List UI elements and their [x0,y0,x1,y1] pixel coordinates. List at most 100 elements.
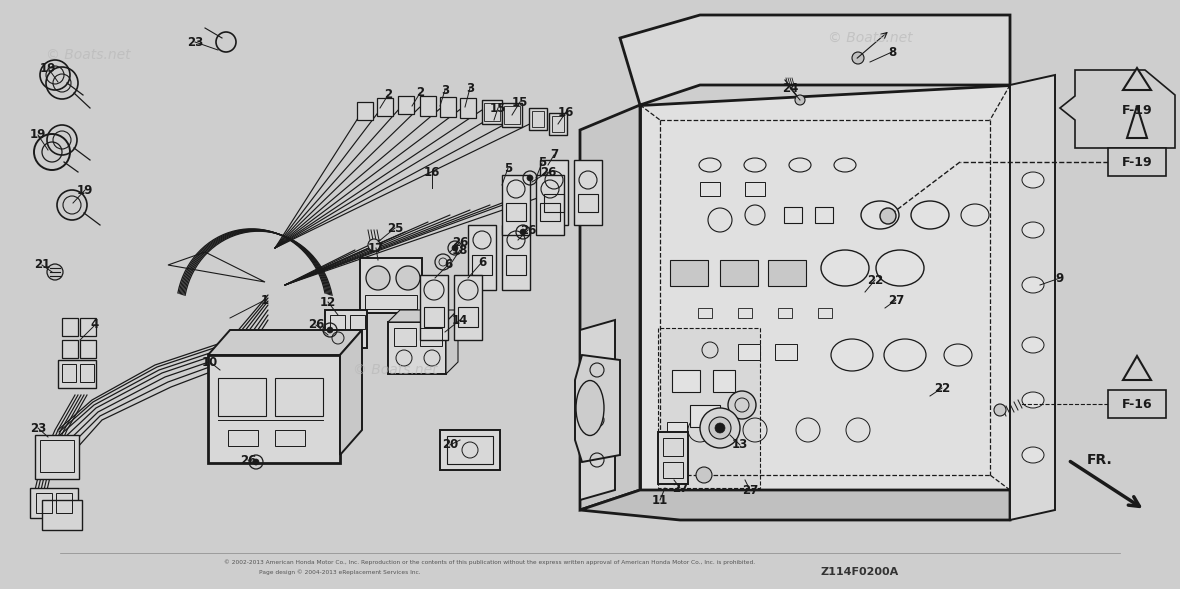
Ellipse shape [834,158,856,172]
Ellipse shape [884,339,926,371]
Text: 27: 27 [742,484,758,497]
Ellipse shape [1022,222,1044,238]
Circle shape [696,467,712,483]
Text: 16: 16 [424,166,440,178]
Bar [667,422,687,438]
Bar [360,258,422,313]
Ellipse shape [699,158,721,172]
Text: © Boats.net: © Boats.net [46,48,130,62]
Ellipse shape [821,250,868,286]
Polygon shape [573,160,602,225]
Text: FR.: FR. [1087,453,1113,467]
Ellipse shape [1022,337,1044,353]
Circle shape [368,239,380,251]
Text: 10: 10 [202,356,218,369]
Text: 19: 19 [77,184,93,197]
Polygon shape [581,105,640,510]
Circle shape [452,245,458,251]
Polygon shape [658,328,760,488]
Bar [506,255,526,275]
Polygon shape [640,85,1010,490]
Bar [549,113,568,135]
Ellipse shape [1022,392,1044,408]
Bar [699,308,712,318]
Polygon shape [468,225,496,290]
Circle shape [520,229,526,235]
Polygon shape [446,310,458,374]
Bar [720,260,758,286]
Circle shape [700,408,740,448]
Circle shape [715,423,725,433]
Bar [778,308,792,318]
Bar [35,435,79,479]
Bar [671,370,700,392]
Bar [504,106,520,124]
Text: F-16: F-16 [1122,398,1153,411]
Bar [447,436,493,464]
Text: 21: 21 [34,259,50,272]
Polygon shape [575,355,620,462]
Bar [1108,390,1166,418]
Bar [80,318,96,336]
Ellipse shape [861,201,899,229]
Bar [330,315,345,329]
Text: 14: 14 [452,313,468,326]
Text: 26: 26 [539,166,556,178]
Circle shape [728,391,756,419]
Bar [713,370,735,392]
Text: 15: 15 [490,101,506,114]
Circle shape [852,52,864,64]
Ellipse shape [745,158,766,172]
Polygon shape [1127,106,1147,138]
Polygon shape [581,490,1010,520]
Circle shape [366,266,391,290]
Polygon shape [454,275,481,340]
Bar [440,430,500,470]
Text: F-19: F-19 [1122,104,1153,117]
Bar [784,207,802,223]
Text: 13: 13 [732,438,748,452]
Bar [394,328,417,346]
Text: © 2002-2013 American Honda Motor Co., Inc. Reproduction or the contents of this : © 2002-2013 American Honda Motor Co., In… [224,559,755,565]
Text: 3: 3 [441,84,450,97]
Text: 23: 23 [30,422,46,435]
Bar [458,307,478,327]
Text: 3: 3 [466,81,474,94]
Bar [484,103,500,121]
Bar [388,322,446,374]
Bar [208,355,340,463]
Bar [358,102,373,120]
Text: 2: 2 [384,88,392,101]
Bar [1108,148,1166,176]
Bar [80,340,96,358]
Circle shape [527,175,533,181]
Text: 26: 26 [520,223,536,237]
Text: 12: 12 [320,296,336,309]
Polygon shape [536,175,564,235]
Text: © Boats.net: © Boats.net [827,31,912,45]
Bar [440,97,455,117]
Text: 27: 27 [887,293,904,306]
Text: 19: 19 [40,61,57,74]
Text: 5: 5 [504,161,512,174]
Bar [818,308,832,318]
Polygon shape [1123,356,1150,380]
Polygon shape [1010,75,1055,520]
Bar [502,103,522,127]
Text: 20: 20 [441,438,458,452]
Text: 4: 4 [91,319,99,332]
Bar [365,295,417,309]
Text: Z114F0200A: Z114F0200A [821,567,899,577]
Bar [420,96,435,116]
Bar [55,493,72,513]
Bar [80,364,94,382]
Text: 8: 8 [887,45,896,58]
Bar [63,364,76,382]
Polygon shape [581,320,615,500]
Bar [472,255,492,275]
Bar [690,405,720,427]
Text: F-19: F-19 [1122,155,1153,168]
Bar [540,203,560,221]
Bar [815,207,833,223]
Bar [37,493,52,513]
